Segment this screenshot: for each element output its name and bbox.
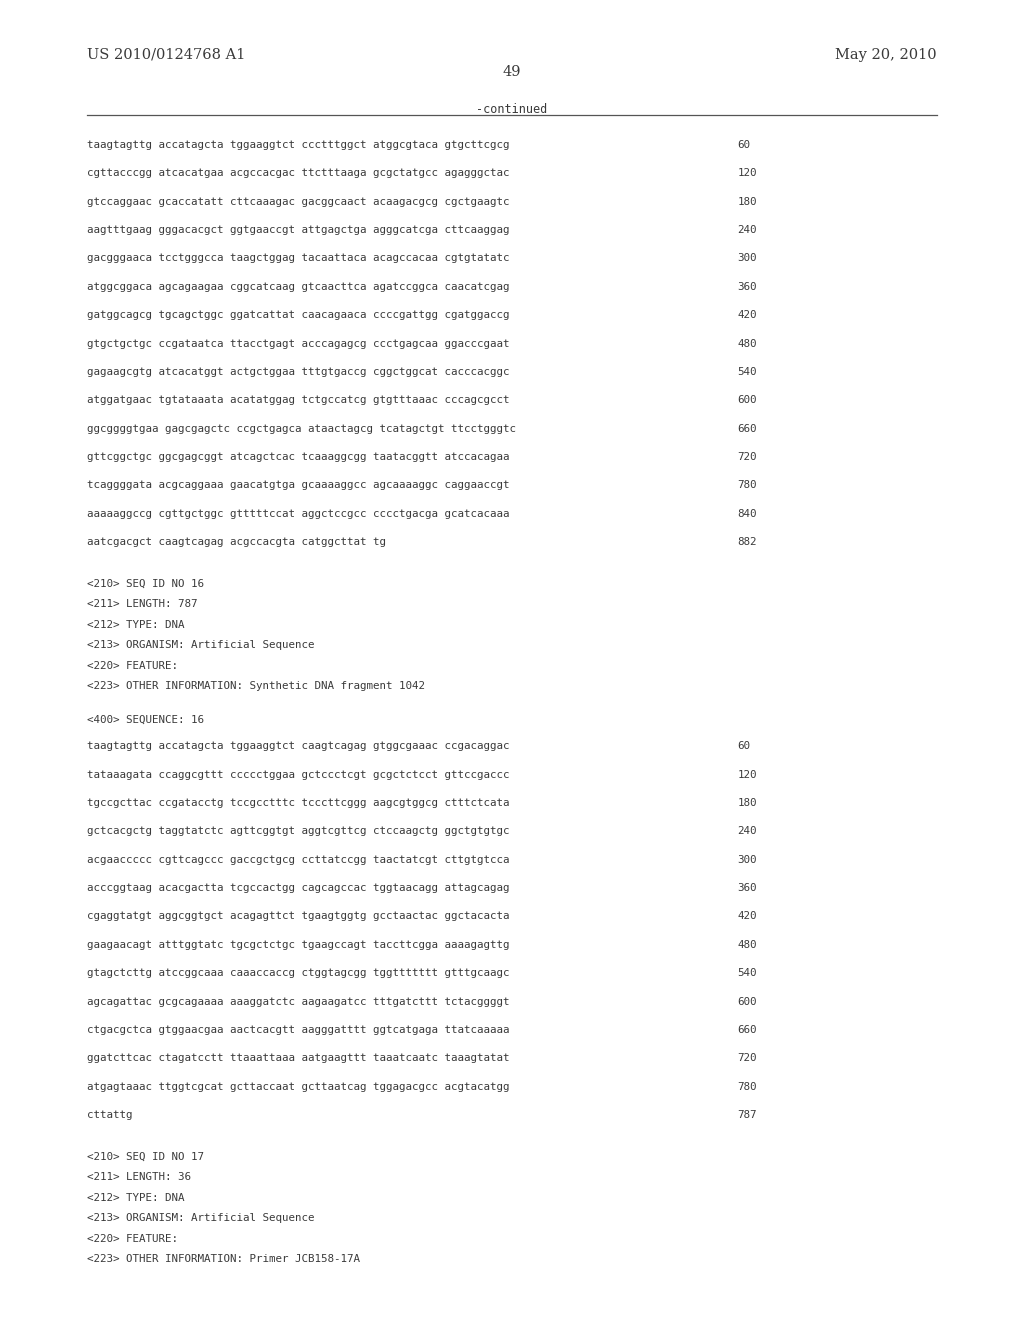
Text: 300: 300 (737, 854, 757, 865)
Text: <212> TYPE: DNA: <212> TYPE: DNA (87, 619, 184, 630)
Text: tcaggggata acgcaggaaa gaacatgtga gcaaaaggcc agcaaaaggc caggaaccgt: tcaggggata acgcaggaaa gaacatgtga gcaaaag… (87, 480, 510, 491)
Text: aagtttgaag gggacacgct ggtgaaccgt attgagctga agggcatcga cttcaaggag: aagtttgaag gggacacgct ggtgaaccgt attgagc… (87, 224, 510, 235)
Text: 540: 540 (737, 968, 757, 978)
Text: acccggtaag acacgactta tcgccactgg cagcagccac tggtaacagg attagcagag: acccggtaag acacgactta tcgccactgg cagcagc… (87, 883, 510, 894)
Text: <213> ORGANISM: Artificial Sequence: <213> ORGANISM: Artificial Sequence (87, 640, 314, 651)
Text: cgaggtatgt aggcggtgct acagagttct tgaagtggtg gcctaactac ggctacacta: cgaggtatgt aggcggtgct acagagttct tgaagtg… (87, 911, 510, 921)
Text: aaaaaggccg cgttgctggc gtttttccat aggctccgcc cccctgacga gcatcacaaa: aaaaaggccg cgttgctggc gtttttccat aggctcc… (87, 508, 510, 519)
Text: <211> LENGTH: 787: <211> LENGTH: 787 (87, 599, 198, 610)
Text: 720: 720 (737, 1053, 757, 1064)
Text: gatggcagcg tgcagctggc ggatcattat caacagaaca ccccgattgg cgatggaccg: gatggcagcg tgcagctggc ggatcattat caacaga… (87, 310, 510, 321)
Text: tgccgcttac ccgatacctg tccgcctttc tcccttcggg aagcgtggcg ctttctcata: tgccgcttac ccgatacctg tccgcctttc tcccttc… (87, 797, 510, 808)
Text: 660: 660 (737, 1024, 757, 1035)
Text: 360: 360 (737, 281, 757, 292)
Text: 600: 600 (737, 395, 757, 405)
Text: 600: 600 (737, 997, 757, 1007)
Text: <223> OTHER INFORMATION: Primer JCB158-17A: <223> OTHER INFORMATION: Primer JCB158-1… (87, 1254, 360, 1265)
Text: 840: 840 (737, 508, 757, 519)
Text: 540: 540 (737, 367, 757, 378)
Text: gttcggctgc ggcgagcggt atcagctcac tcaaaggcgg taatacggtt atccacagaa: gttcggctgc ggcgagcggt atcagctcac tcaaagg… (87, 451, 510, 462)
Text: <212> TYPE: DNA: <212> TYPE: DNA (87, 1192, 184, 1203)
Text: 420: 420 (737, 911, 757, 921)
Text: 240: 240 (737, 224, 757, 235)
Text: 882: 882 (737, 537, 757, 548)
Text: 240: 240 (737, 826, 757, 837)
Text: acgaaccccc cgttcagccc gaccgctgcg ccttatccgg taactatcgt cttgtgtcca: acgaaccccc cgttcagccc gaccgctgcg ccttatc… (87, 854, 510, 865)
Text: 60: 60 (737, 741, 751, 751)
Text: 49: 49 (503, 65, 521, 79)
Text: atgagtaaac ttggtcgcat gcttaccaat gcttaatcag tggagacgcc acgtacatgg: atgagtaaac ttggtcgcat gcttaccaat gcttaat… (87, 1081, 510, 1092)
Text: 60: 60 (737, 140, 751, 150)
Text: 180: 180 (737, 797, 757, 808)
Text: <211> LENGTH: 36: <211> LENGTH: 36 (87, 1172, 191, 1183)
Text: taagtagttg accatagcta tggaaggtct ccctttggct atggcgtaca gtgcttcgcg: taagtagttg accatagcta tggaaggtct ccctttg… (87, 140, 510, 150)
Text: 480: 480 (737, 940, 757, 950)
Text: <220> FEATURE:: <220> FEATURE: (87, 660, 178, 671)
Text: 780: 780 (737, 480, 757, 491)
Text: <213> ORGANISM: Artificial Sequence: <213> ORGANISM: Artificial Sequence (87, 1213, 314, 1224)
Text: 120: 120 (737, 168, 757, 178)
Text: 180: 180 (737, 197, 757, 207)
Text: gtgctgctgc ccgataatca ttacctgagt acccagagcg ccctgagcaa ggacccgaat: gtgctgctgc ccgataatca ttacctgagt acccaga… (87, 338, 510, 348)
Text: 720: 720 (737, 451, 757, 462)
Text: gtccaggaac gcaccatatt cttcaaagac gacggcaact acaagacgcg cgctgaagtc: gtccaggaac gcaccatatt cttcaaagac gacggca… (87, 197, 510, 207)
Text: ggatcttcac ctagatcctt ttaaattaaa aatgaagttt taaatcaatc taaagtatat: ggatcttcac ctagatcctt ttaaattaaa aatgaag… (87, 1053, 510, 1064)
Text: gtagctcttg atccggcaaa caaaccaccg ctggtagcgg tggttttttt gtttgcaagc: gtagctcttg atccggcaaa caaaccaccg ctggtag… (87, 968, 510, 978)
Text: 420: 420 (737, 310, 757, 321)
Text: atggcggaca agcagaagaa cggcatcaag gtcaacttca agatccggca caacatcgag: atggcggaca agcagaagaa cggcatcaag gtcaact… (87, 281, 510, 292)
Text: 300: 300 (737, 253, 757, 264)
Text: 480: 480 (737, 338, 757, 348)
Text: <220> FEATURE:: <220> FEATURE: (87, 1233, 178, 1243)
Text: agcagattac gcgcagaaaa aaaggatctc aagaagatcc tttgatcttt tctacggggt: agcagattac gcgcagaaaa aaaggatctc aagaaga… (87, 997, 510, 1007)
Text: 660: 660 (737, 424, 757, 434)
Text: <210> SEQ ID NO 17: <210> SEQ ID NO 17 (87, 1151, 204, 1162)
Text: ggcggggtgaa gagcgagctc ccgctgagca ataactagcg tcatagctgt ttcctgggtc: ggcggggtgaa gagcgagctc ccgctgagca ataact… (87, 424, 516, 434)
Text: cgttacccgg atcacatgaa acgccacgac ttctttaaga gcgctatgcc agagggctac: cgttacccgg atcacatgaa acgccacgac ttcttta… (87, 168, 510, 178)
Text: <223> OTHER INFORMATION: Synthetic DNA fragment 1042: <223> OTHER INFORMATION: Synthetic DNA f… (87, 681, 425, 692)
Text: 360: 360 (737, 883, 757, 894)
Text: tataaagata ccaggcgttt ccccctggaa gctccctcgt gcgctctcct gttccgaccc: tataaagata ccaggcgttt ccccctggaa gctccct… (87, 770, 510, 780)
Text: taagtagttg accatagcta tggaaggtct caagtcagag gtggcgaaac ccgacaggac: taagtagttg accatagcta tggaaggtct caagtca… (87, 741, 510, 751)
Text: <400> SEQUENCE: 16: <400> SEQUENCE: 16 (87, 714, 204, 725)
Text: aatcgacgct caagtcagag acgccacgta catggcttat tg: aatcgacgct caagtcagag acgccacgta catggct… (87, 537, 386, 548)
Text: <210> SEQ ID NO 16: <210> SEQ ID NO 16 (87, 578, 204, 589)
Text: gctcacgctg taggtatctc agttcggtgt aggtcgttcg ctccaagctg ggctgtgtgc: gctcacgctg taggtatctc agttcggtgt aggtcgt… (87, 826, 510, 837)
Text: May 20, 2010: May 20, 2010 (836, 48, 937, 62)
Text: cttattg: cttattg (87, 1110, 132, 1121)
Text: gagaagcgtg atcacatggt actgctggaa tttgtgaccg cggctggcat cacccacggc: gagaagcgtg atcacatggt actgctggaa tttgtga… (87, 367, 510, 378)
Text: 787: 787 (737, 1110, 757, 1121)
Text: 780: 780 (737, 1081, 757, 1092)
Text: atggatgaac tgtataaata acatatggag tctgccatcg gtgtttaaac cccagcgcct: atggatgaac tgtataaata acatatggag tctgcca… (87, 395, 510, 405)
Text: gaagaacagt atttggtatc tgcgctctgc tgaagccagt taccttcgga aaaagagttg: gaagaacagt atttggtatc tgcgctctgc tgaagcc… (87, 940, 510, 950)
Text: ctgacgctca gtggaacgaa aactcacgtt aagggatttt ggtcatgaga ttatcaaaaa: ctgacgctca gtggaacgaa aactcacgtt aagggat… (87, 1024, 510, 1035)
Text: gacgggaaca tcctgggcca taagctggag tacaattaca acagccacaa cgtgtatatc: gacgggaaca tcctgggcca taagctggag tacaatt… (87, 253, 510, 264)
Text: -continued: -continued (476, 103, 548, 116)
Text: 120: 120 (737, 770, 757, 780)
Text: US 2010/0124768 A1: US 2010/0124768 A1 (87, 48, 246, 62)
